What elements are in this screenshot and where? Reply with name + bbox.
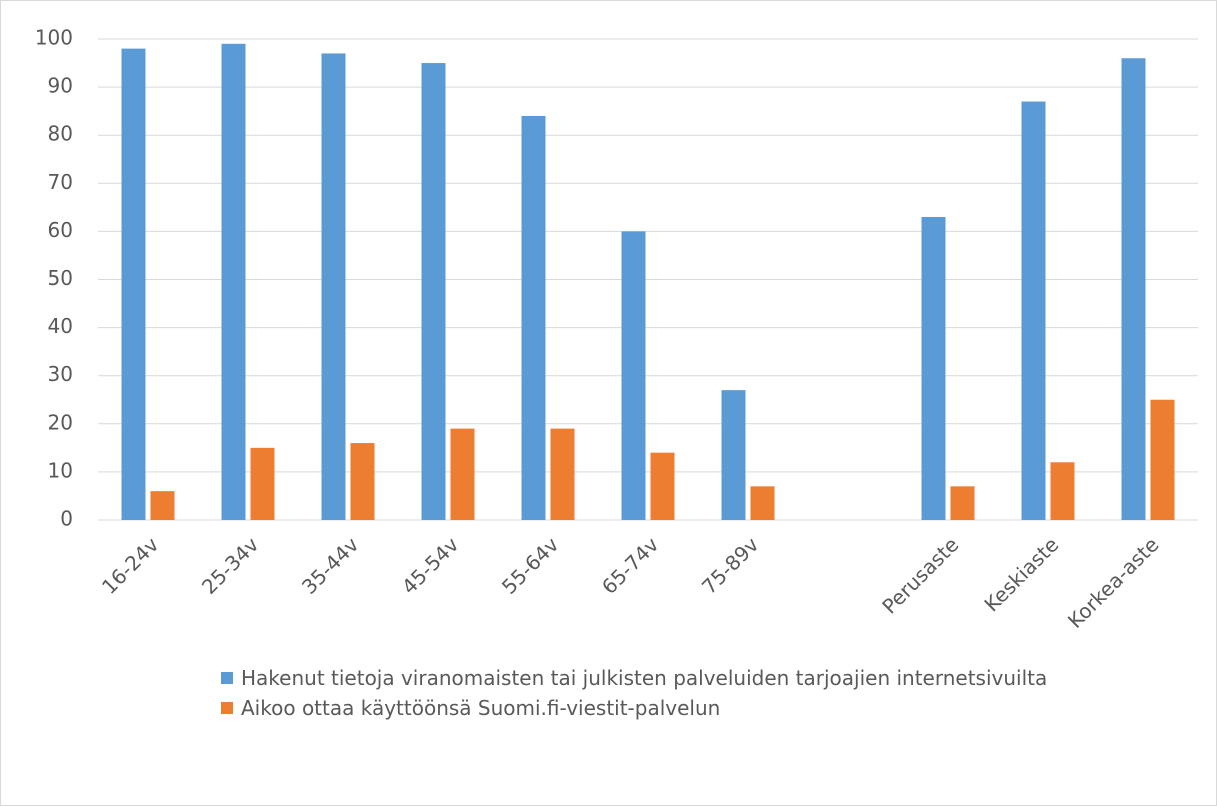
bar xyxy=(450,428,475,520)
x-tick-label: 65-74v xyxy=(597,532,664,599)
x-tick-label: 75-89v xyxy=(697,532,764,599)
bar xyxy=(150,491,175,520)
legend-swatch xyxy=(221,702,233,714)
legend-swatch xyxy=(221,672,233,684)
bar xyxy=(721,390,746,520)
bar xyxy=(1050,462,1075,520)
y-tick-label: 70 xyxy=(48,170,73,194)
x-tick-label: 45-54v xyxy=(397,532,464,599)
bar xyxy=(1121,58,1146,521)
y-tick-label: 50 xyxy=(48,266,73,290)
y-tick-label: 30 xyxy=(48,362,73,386)
legend-item: Hakenut tietoja viranomaisten tai julkis… xyxy=(221,663,1051,693)
y-tick-label: 80 xyxy=(48,122,73,146)
x-tick-label: Korkea-aste xyxy=(1063,532,1163,632)
legend-item: Aikoo ottaa käyttöönsä Suomi.fi-viestit-… xyxy=(221,693,1051,723)
legend-label: Hakenut tietoja viranomaisten tai julkis… xyxy=(241,666,1048,690)
bar xyxy=(750,486,775,520)
y-tick-label: 60 xyxy=(48,218,73,242)
bar xyxy=(421,63,446,521)
bar xyxy=(550,428,575,520)
y-tick-label: 90 xyxy=(48,74,73,98)
legend: Hakenut tietoja viranomaisten tai julkis… xyxy=(221,663,1051,723)
bar xyxy=(350,443,375,520)
bar xyxy=(950,486,975,520)
bar xyxy=(321,53,346,521)
y-tick-label: 0 xyxy=(60,507,73,531)
bar xyxy=(1021,101,1046,520)
y-tick-label: 10 xyxy=(48,458,73,482)
plot: 0 10 20 30 40 50 60 70 80 90 100 16-24v 25-34v 35-44v… xyxy=(35,26,1198,633)
bar xyxy=(1150,399,1175,520)
bar xyxy=(121,48,146,521)
bar xyxy=(521,115,546,521)
y-tick-label: 40 xyxy=(48,314,73,338)
x-tick-label: 16-24v xyxy=(97,532,164,599)
bar xyxy=(250,447,275,520)
y-tick-label: 100 xyxy=(35,26,73,50)
bar xyxy=(221,43,246,521)
x-tick-label: 25-34v xyxy=(197,532,264,599)
bar xyxy=(650,452,675,520)
x-tick-label: Perusaste xyxy=(877,532,963,618)
x-tick-label: Keskiaste xyxy=(979,532,1063,616)
legend-label: Aikoo ottaa käyttöönsä Suomi.fi-viestit-… xyxy=(241,696,721,720)
x-tick-label: 35-44v xyxy=(297,532,364,599)
y-tick-label: 20 xyxy=(48,410,73,434)
x-tick-label: 55-64v xyxy=(497,532,564,599)
bar xyxy=(621,231,646,520)
bar xyxy=(921,216,946,520)
